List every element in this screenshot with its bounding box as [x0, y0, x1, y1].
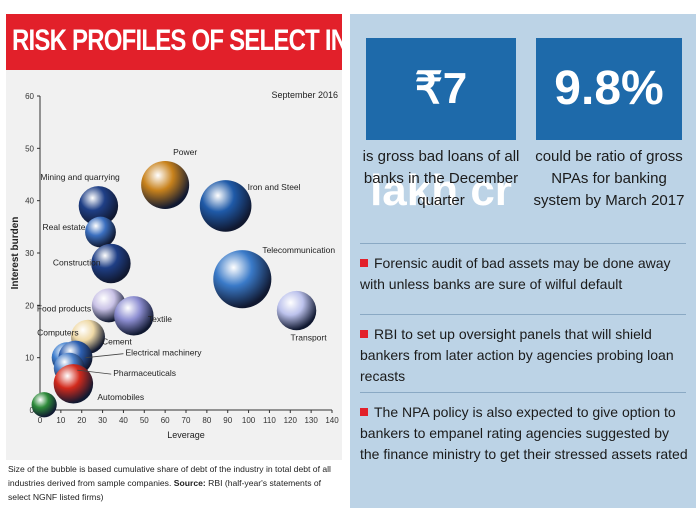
bubble [199, 180, 252, 232]
chart-footnote: Size of the bubble is based cumulative s… [8, 462, 342, 504]
footnote-source-label: Source: [173, 478, 206, 488]
bullet-point: RBI to set up oversight panels that will… [360, 324, 690, 387]
bubble-label: Cement [102, 337, 132, 347]
bubble-label: Telecommunication [262, 245, 335, 255]
bubble-label: Iron and Steel [248, 182, 301, 192]
bubble-chart: 0 10 20 30 40 50 60 0 10 20 30 40 50 60 70 80 90 100 110 12… [10, 90, 339, 440]
divider [360, 392, 686, 393]
bullet-text: Forensic audit of bad assets may be done… [360, 255, 671, 292]
bullet-square-icon [360, 330, 368, 338]
npa-ratio-description: could be ratio of gross NPAs for banking… [533, 148, 685, 209]
leader-line [77, 369, 112, 375]
divider [360, 314, 686, 315]
chart-subtitle: September 2016 [271, 90, 338, 100]
y-tick-label: 30 [25, 249, 34, 258]
bubble-label: Pharmaceuticals [113, 368, 176, 378]
y-axis-label: Interest burden [10, 217, 21, 290]
bubble-label: Automobiles [97, 392, 144, 402]
bullet-text: The NPA policy is also expected to give … [360, 404, 688, 462]
bullet-point: Forensic audit of bad assets may be done… [360, 253, 690, 295]
bubble [114, 296, 154, 336]
footnote-text: Size of the bubble is based cumulative s… [8, 464, 331, 488]
bubble [91, 243, 131, 284]
x-tick-label: 140 [325, 416, 339, 425]
footnote-source-text: RBI (half-year's statements of select NG… [8, 478, 322, 502]
y-tick-label: 50 [25, 144, 34, 153]
bubble-label: Real estate [42, 222, 85, 232]
y-tick-label: 10 [25, 354, 34, 363]
x-tick-label: 20 [77, 416, 86, 425]
bubble-label: Textile [148, 314, 172, 324]
y-tick-label: 60 [25, 92, 34, 101]
bubble-label: Power [173, 147, 197, 157]
bubble-label: Electrical machinery [125, 348, 202, 358]
x-tick-label: 60 [161, 416, 170, 425]
bubble [276, 290, 317, 331]
bubble [78, 186, 119, 226]
chart-title-bar: RISK PROFILES OF SELECT INDUSTRIES [6, 14, 463, 70]
bullet-text: RBI to set up oversight panels that will… [360, 326, 674, 384]
x-tick-label: 100 [242, 416, 256, 425]
x-tick-label: 70 [182, 416, 191, 425]
npa-ratio-stat: 9.8% [536, 38, 682, 140]
bullet-square-icon [360, 259, 368, 267]
x-tick-label: 50 [140, 416, 149, 425]
y-tick-label: 0 [30, 406, 35, 415]
x-tick-label: 120 [284, 416, 298, 425]
x-tick-label: 80 [202, 416, 211, 425]
bubble-label: Construction [53, 257, 101, 267]
bullet-point: The NPA policy is also expected to give … [360, 402, 690, 465]
x-tick-label: 40 [119, 416, 128, 425]
bubble [85, 216, 116, 248]
x-tick-label: 90 [223, 416, 232, 425]
bubble [53, 364, 94, 404]
bubble-label: Transport [291, 333, 328, 343]
x-tick-label: 30 [98, 416, 107, 425]
divider [360, 243, 686, 244]
y-tick-label: 40 [25, 197, 34, 206]
bubble [31, 392, 57, 418]
x-tick-label: 130 [304, 416, 318, 425]
bubble [213, 250, 272, 309]
bubble-label: Food products [37, 303, 91, 313]
leader-line [85, 353, 124, 359]
x-tick-label: 10 [56, 416, 65, 425]
x-tick-label: 110 [263, 416, 276, 425]
bubble-label: Computers [37, 328, 79, 338]
bullet-square-icon [360, 408, 368, 416]
bubble-label: Mining and quarrying [40, 172, 120, 182]
x-axis-label: Leverage [167, 430, 205, 440]
bad-loans-stat: ₹7 lakh cr [366, 38, 516, 215]
bubble [141, 160, 190, 209]
y-tick-label: 20 [25, 301, 34, 310]
bad-loans-description: is gross bad loans of all banks in the D… [362, 148, 520, 209]
x-tick-label: 0 [38, 416, 43, 425]
